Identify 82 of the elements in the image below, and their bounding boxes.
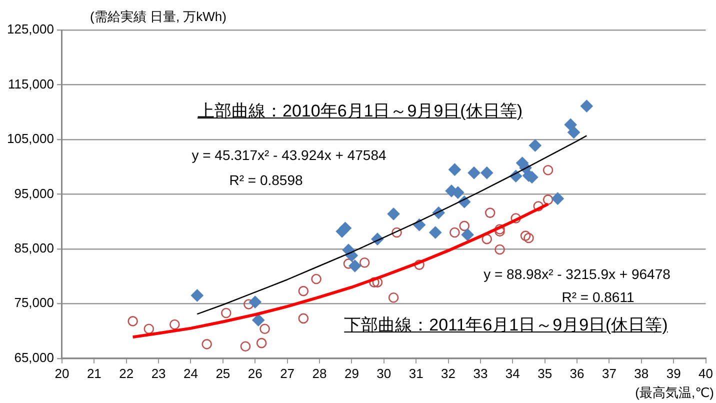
point [580,100,593,112]
point [459,220,470,232]
point [244,299,254,310]
point [311,274,322,284]
point [144,324,154,334]
point [202,339,212,350]
point [240,341,251,352]
point [552,192,564,205]
y-tick-label: 125,000 [6,22,54,37]
y-tick-label: 115,000 [8,76,54,92]
point [388,292,399,303]
x-tick-label: 21 [86,366,102,381]
x-tick-label: 26 [248,366,262,381]
point [468,166,480,180]
x-tick-label: 35 [538,366,552,381]
x-tick-label: 25 [216,366,230,381]
x-tick-label: 38 [634,366,649,381]
point [520,230,531,241]
annotation: R² = 0.8598 [229,172,303,188]
point [298,313,309,324]
point [524,232,534,244]
x-tick-label: 23 [151,366,166,381]
x-tick-label: 31 [408,366,424,381]
point [482,234,492,244]
x-tick-label: 32 [441,366,456,381]
x-tick-label: 34 [505,366,520,381]
point [494,244,505,255]
point [252,314,264,326]
point [480,166,494,180]
x-tick-label: 20 [54,366,70,381]
point [450,227,460,238]
x-tick-label: 39 [666,366,681,381]
point [533,201,544,212]
x-tick-label: 40 [698,366,714,381]
annotation: 上部曲線：2010年6月1日～9月9日(休日等) [196,100,524,122]
x-tick-label: 29 [344,366,359,381]
point [348,260,362,272]
point [392,227,402,238]
point [448,163,461,176]
y-tick-label: 75,000 [14,295,54,310]
x-tick-label: 36 [570,366,584,381]
point [529,139,542,152]
y-tick-label: 95,000 [14,186,54,201]
annotation: y = 88.98x² - 3215.9x + 96478 [484,266,670,282]
x-tick-label: 30 [376,366,392,381]
point [256,338,267,348]
point [221,308,232,318]
point [484,208,496,218]
point [359,257,370,268]
y-tick-label: 105,000 [6,131,54,146]
point [298,286,309,296]
annotation: y = 45.317x² - 43.924x + 47584 [192,147,386,163]
point [343,258,354,269]
annotation: 下部曲線：2011年6月1日～9月9日(休日等) [343,314,669,336]
x-tick-label: 28 [312,366,327,381]
y-axis-title: (需給実績 日量, 万kWh) [90,8,226,26]
point [170,319,180,330]
point [414,260,424,270]
x-axis-title: (最高気温,℃) [635,384,714,402]
point [564,118,577,131]
point [339,222,352,234]
point [429,226,442,239]
annotation: R² = 0.8611 [562,289,634,305]
point [128,316,138,326]
point [542,164,554,176]
point [387,208,400,220]
point [461,228,474,241]
point [248,296,262,308]
x-tick-label: 27 [280,366,295,381]
point [568,126,580,138]
x-tick-label: 24 [184,366,198,381]
point [260,324,270,334]
point [542,194,554,205]
y-tick-label: 65,000 [14,350,54,365]
x-tick-label: 33 [473,366,488,381]
x-tick-label: 37 [602,366,616,381]
x-tick-label: 22 [119,366,134,381]
point [191,289,204,302]
point [510,213,522,224]
point [494,224,505,234]
y-tick-label: 85,000 [14,240,54,256]
point [369,277,380,288]
